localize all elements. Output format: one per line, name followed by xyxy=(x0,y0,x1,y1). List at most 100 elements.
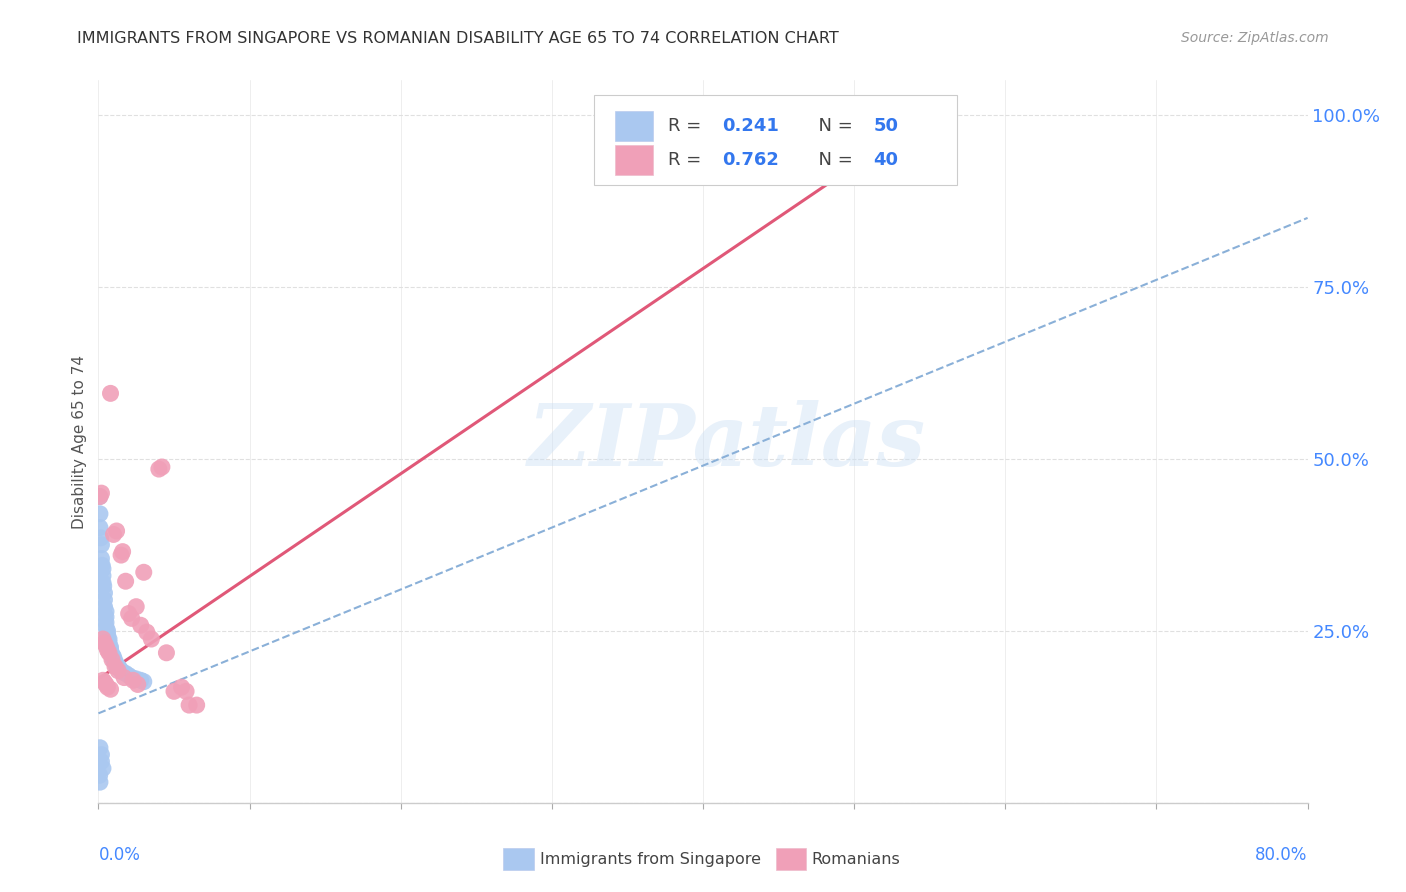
Bar xyxy=(503,848,534,870)
Point xyxy=(104,656,127,670)
Text: Source: ZipAtlas.com: Source: ZipAtlas.com xyxy=(1181,31,1329,45)
Text: N =: N = xyxy=(807,117,859,135)
Y-axis label: Disability Age 65 to 74: Disability Age 65 to 74 xyxy=(72,354,87,529)
Point xyxy=(93,636,115,650)
Point xyxy=(114,574,136,589)
Point xyxy=(91,562,114,576)
Point xyxy=(174,684,197,698)
Point xyxy=(90,551,112,566)
Point xyxy=(118,607,141,621)
Point xyxy=(125,672,148,686)
Point xyxy=(98,635,121,649)
Point xyxy=(89,768,111,782)
Text: Immigrants from Singapore: Immigrants from Singapore xyxy=(540,852,761,867)
Text: N =: N = xyxy=(807,151,859,169)
Point xyxy=(103,649,125,664)
Point xyxy=(93,599,115,614)
Text: Romanians: Romanians xyxy=(811,852,901,867)
Point xyxy=(98,639,121,653)
Bar xyxy=(776,848,806,870)
Point xyxy=(91,673,114,688)
Text: R =: R = xyxy=(668,151,707,169)
Point xyxy=(186,698,208,712)
Point xyxy=(90,486,112,500)
Point xyxy=(141,632,163,646)
Point xyxy=(170,680,193,694)
Point xyxy=(89,490,111,504)
Point xyxy=(111,544,134,558)
Point xyxy=(103,527,125,541)
Point xyxy=(89,520,111,534)
Point xyxy=(148,462,170,476)
Point xyxy=(96,680,118,694)
Point xyxy=(121,671,143,685)
Point xyxy=(179,698,201,712)
Point xyxy=(94,615,117,630)
FancyBboxPatch shape xyxy=(595,95,957,185)
Point xyxy=(132,674,155,689)
Point xyxy=(98,632,121,646)
Point xyxy=(93,586,115,600)
Text: 80.0%: 80.0% xyxy=(1256,847,1308,864)
Point xyxy=(105,524,128,538)
Point xyxy=(104,659,127,673)
Point xyxy=(100,646,122,660)
Point xyxy=(108,662,131,676)
Point xyxy=(111,665,134,679)
Point xyxy=(91,761,114,775)
Point xyxy=(101,649,124,664)
Point xyxy=(135,625,157,640)
Bar xyxy=(614,145,654,175)
Point xyxy=(110,664,132,678)
Text: IMMIGRANTS FROM SINGAPORE VS ROMANIAN DISABILITY AGE 65 TO 74 CORRELATION CHART: IMMIGRANTS FROM SINGAPORE VS ROMANIAN DI… xyxy=(77,31,839,46)
Point xyxy=(129,673,152,688)
Point xyxy=(107,664,129,678)
Point xyxy=(89,740,111,755)
Point xyxy=(110,548,132,562)
Point xyxy=(96,627,118,641)
Point xyxy=(127,677,149,691)
Point xyxy=(93,579,115,593)
Text: 0.241: 0.241 xyxy=(723,117,779,135)
Point xyxy=(100,386,122,401)
Point xyxy=(89,775,111,789)
Point xyxy=(90,538,112,552)
Point xyxy=(94,610,117,624)
Point xyxy=(91,632,114,646)
Point xyxy=(98,646,121,660)
Point xyxy=(94,677,117,691)
Point xyxy=(96,631,118,645)
Text: 40: 40 xyxy=(873,151,898,169)
Point xyxy=(90,755,112,769)
Point xyxy=(90,531,112,545)
Point xyxy=(132,566,155,580)
Point xyxy=(100,643,122,657)
Point xyxy=(93,592,115,607)
Point xyxy=(90,747,112,762)
Text: R =: R = xyxy=(668,117,707,135)
Point xyxy=(91,558,114,573)
Point xyxy=(96,624,118,638)
Point xyxy=(101,647,124,661)
Point xyxy=(101,653,124,667)
Text: 50: 50 xyxy=(873,117,898,135)
Bar xyxy=(614,111,654,141)
Point xyxy=(112,671,135,685)
Point xyxy=(129,618,152,632)
Point xyxy=(100,682,122,697)
Point xyxy=(94,639,117,653)
Point xyxy=(155,646,177,660)
Point xyxy=(100,640,122,655)
Text: ZIPatlas: ZIPatlas xyxy=(529,400,927,483)
Text: 0.0%: 0.0% xyxy=(98,847,141,864)
Point xyxy=(125,599,148,614)
Point xyxy=(94,620,117,634)
Point xyxy=(93,675,115,690)
Point xyxy=(89,490,111,504)
Point xyxy=(114,666,136,681)
Point xyxy=(904,109,927,123)
Point xyxy=(103,653,125,667)
Point xyxy=(104,654,127,668)
Text: 0.762: 0.762 xyxy=(723,151,779,169)
Point xyxy=(118,668,141,682)
